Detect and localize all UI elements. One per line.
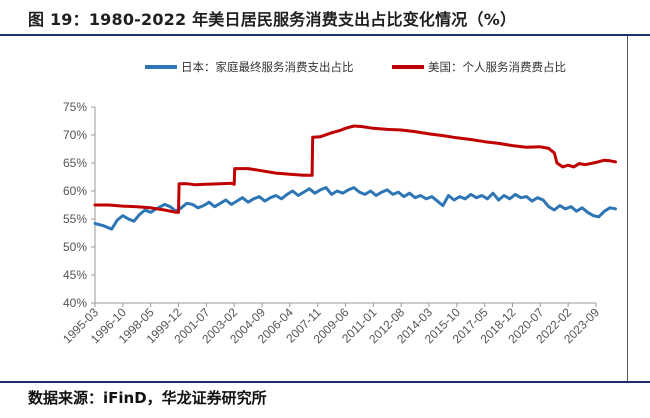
y-tick-label: 70% <box>63 128 87 142</box>
figure-title: 图 19：1980-2022 年美日居民服务消费支出占比变化情况（%） <box>28 10 517 29</box>
chart-series <box>93 124 617 231</box>
legend-label-usa: 美国：个人服务消费费占比 <box>428 60 566 74</box>
chart-legend: 日本：家庭最终服务消费支出占比 美国：个人服务消费费占比 <box>145 60 566 74</box>
y-tick-label: 50% <box>63 240 87 254</box>
y-tick-label: 60% <box>63 184 87 198</box>
y-tick-label: 45% <box>63 268 87 282</box>
y-tick-label: 75% <box>63 100 87 114</box>
y-tick-label: 40% <box>63 296 87 310</box>
series-line-japan <box>93 186 617 231</box>
chart-axes: 40%45%50%55%60%65%70%75%1995-031996-1019… <box>60 100 602 346</box>
legend-label-japan: 日本：家庭最终服务消费支出占比 <box>181 60 354 74</box>
y-tick-label: 65% <box>63 156 87 170</box>
series-line-usa <box>93 124 617 214</box>
title-divider <box>0 34 650 36</box>
source-note: 数据来源：iFinD，华龙证券研究所 <box>28 389 267 407</box>
line-chart: 日本：家庭最终服务消费支出占比 美国：个人服务消费费占比 40% 45% 50% 55%… <box>60 60 617 346</box>
right-frame-line <box>627 36 628 382</box>
source-divider <box>0 381 650 383</box>
y-tick-label: 55% <box>63 212 87 226</box>
